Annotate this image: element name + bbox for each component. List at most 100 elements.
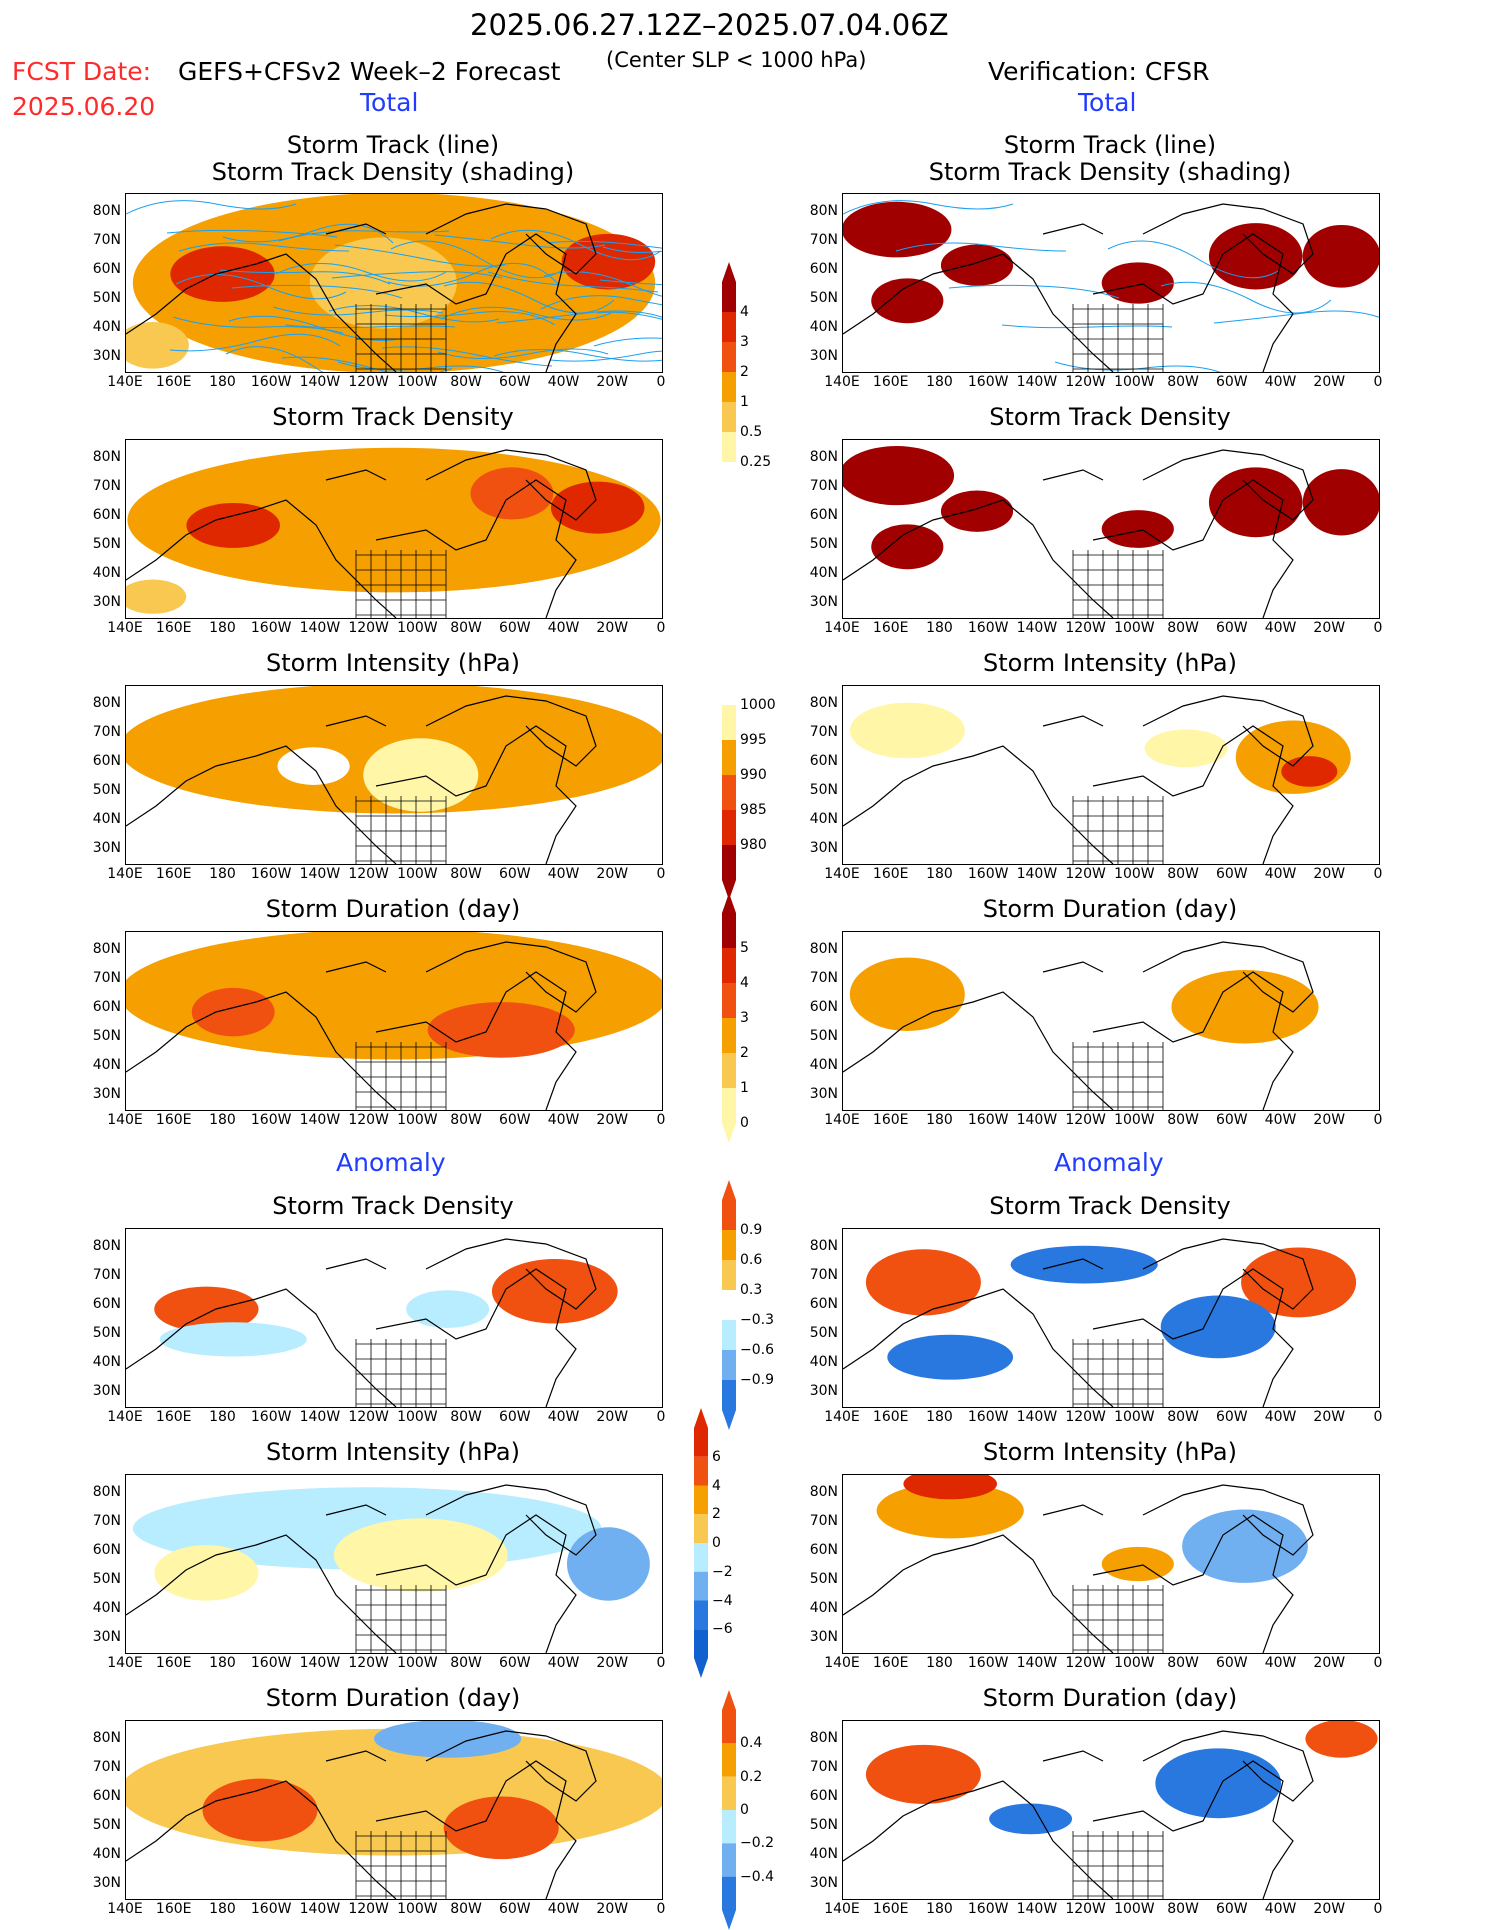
lat-tick-label: 30N xyxy=(809,840,838,856)
storm-track-line xyxy=(228,315,400,341)
lon-tick-label: 160E xyxy=(155,1409,192,1425)
lat-tick-label: 30N xyxy=(809,1875,838,1891)
storm-track-line xyxy=(1054,361,1221,372)
lat-tick-label: 70N xyxy=(92,970,121,986)
colorbar-arrow-bottom xyxy=(722,492,736,512)
lat-tick-label: 60N xyxy=(92,1296,121,1312)
lat-tick-label: 80N xyxy=(809,203,838,219)
map-panel-density-0 xyxy=(125,439,663,619)
shading-region xyxy=(1101,1546,1174,1582)
storm-track-line xyxy=(593,337,662,347)
title-anom-density-left: Storm Track Density xyxy=(272,1192,514,1220)
map-panel-track-0 xyxy=(125,193,663,373)
lon-tick-label: 140E xyxy=(824,374,860,390)
storm-track-line xyxy=(331,271,503,279)
lon-tick-label: 140W xyxy=(299,374,341,390)
colorbar-segment xyxy=(722,1260,736,1290)
map-panel-density-1 xyxy=(842,439,1380,619)
lat-tick-label: 80N xyxy=(809,1484,838,1500)
colorbar-segment xyxy=(722,282,736,312)
lon-tick-label: 0 xyxy=(656,1655,666,1671)
shading-region xyxy=(1208,467,1303,538)
lon-tick-label: 160W xyxy=(967,374,1009,390)
lat-tick-label: 50N xyxy=(92,1817,121,1833)
colorbar-tick-label: −4 xyxy=(712,1592,733,1609)
state-borders xyxy=(355,1042,447,1110)
lon-tick-label: 140E xyxy=(824,1655,860,1671)
lat-tick-label: 50N xyxy=(92,536,121,552)
storm-track-line xyxy=(172,316,344,334)
colorbar-segment xyxy=(722,740,736,775)
lat-tick-label: 50N xyxy=(92,1028,121,1044)
colorbar-intensity-total xyxy=(722,650,736,900)
lon-tick-label: 160E xyxy=(872,1901,909,1917)
lon-tick-label: 40W xyxy=(547,1655,580,1671)
lat-tick-label: 40N xyxy=(92,811,121,827)
storm-track-line xyxy=(602,246,662,253)
lon-tick-label: 140E xyxy=(107,374,143,390)
lon-tick-label: 160E xyxy=(872,866,909,882)
storm-track-line xyxy=(546,240,662,249)
lat-tick-label: 70N xyxy=(809,1759,838,1775)
shading-region xyxy=(550,481,645,534)
lat-tick-label: 50N xyxy=(809,290,838,306)
lat-tick-label: 40N xyxy=(809,811,838,827)
colorbar-segment xyxy=(722,432,736,462)
lat-tick-label: 70N xyxy=(92,1267,121,1283)
lat-tick-label: 60N xyxy=(92,999,121,1015)
storm-track-line xyxy=(272,306,444,316)
lon-tick-label: 100W xyxy=(1114,1112,1155,1128)
map-panel-intensity-1 xyxy=(842,685,1380,865)
lon-tick-label: 0 xyxy=(1373,1409,1383,1425)
lon-tick-label: 80W xyxy=(1167,1409,1199,1425)
colorbar-tick-label: 0 xyxy=(712,1535,721,1551)
state-borders xyxy=(1072,1831,1164,1899)
storm-track-line xyxy=(437,348,609,359)
colorbar-segment xyxy=(722,948,736,983)
shading-region xyxy=(170,246,275,302)
lon-tick-label: 40W xyxy=(547,866,580,882)
lon-tick-label: 40W xyxy=(547,620,580,636)
title-density-left: Storm Track Density xyxy=(272,403,514,431)
colorbar-arrow-bottom xyxy=(722,1410,736,1430)
lon-tick-label: 20W xyxy=(596,866,629,882)
state-borders xyxy=(1072,1585,1164,1653)
storm-track-line xyxy=(334,244,506,267)
state-borders xyxy=(1072,1042,1164,1110)
lon-tick-label: 80W xyxy=(1167,374,1199,390)
lat-tick-label: 80N xyxy=(809,1730,838,1746)
shading-region xyxy=(491,1259,618,1324)
lat-tick-label: 60N xyxy=(809,1296,838,1312)
lon-tick-label: 40W xyxy=(547,1901,580,1917)
shading-region xyxy=(887,1334,1014,1380)
lat-tick-label: 70N xyxy=(809,1267,838,1283)
storm-track-line xyxy=(1213,310,1379,324)
lon-tick-label: 160W xyxy=(250,1901,292,1917)
colorbar-segment xyxy=(722,402,736,432)
storm-track-line xyxy=(169,333,341,352)
storm-track-line xyxy=(549,350,662,362)
shading-region xyxy=(1281,756,1338,787)
lon-tick-label: 160W xyxy=(967,1655,1009,1671)
lon-tick-label: 100W xyxy=(1114,374,1155,390)
shading-region xyxy=(849,702,965,759)
storm-track-line xyxy=(596,311,662,320)
lon-tick-label: 0 xyxy=(656,1901,666,1917)
lon-tick-label: 0 xyxy=(1373,1655,1383,1671)
colorbar-tick-label: 0.5 xyxy=(740,424,763,440)
map-panel-track-1 xyxy=(842,193,1380,373)
lat-tick-label: 40N xyxy=(809,1057,838,1073)
shading-region xyxy=(1010,1245,1158,1284)
lon-tick-label: 60W xyxy=(498,1112,531,1128)
shading-region xyxy=(1208,223,1303,290)
lat-tick-label: 30N xyxy=(809,1629,838,1645)
shading-region xyxy=(865,1249,981,1316)
lon-tick-label: 40W xyxy=(547,374,580,390)
shading-region xyxy=(989,1803,1073,1835)
lon-tick-label: 80W xyxy=(450,620,482,636)
title-anom-intensity-right: Storm Intensity (hPa) xyxy=(983,1438,1237,1466)
lon-tick-label: 180 xyxy=(209,374,236,390)
lon-tick-label: 140W xyxy=(1016,1655,1058,1671)
map-panel-anom-duration-1 xyxy=(842,1720,1380,1900)
title-anom-intensity-left: Storm Intensity (hPa) xyxy=(266,1438,520,1466)
